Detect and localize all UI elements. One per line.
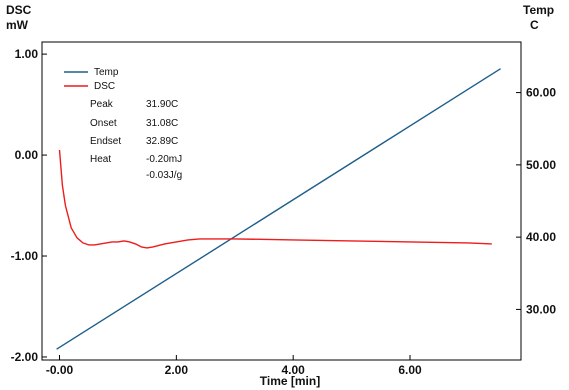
x-tick-label: 6.00 [398, 363, 422, 377]
y-right-tick-label: 30.00 [526, 302, 556, 316]
x-tick-label: 2.00 [165, 363, 189, 377]
annotation-endset-label: Endset [90, 136, 121, 147]
annotation-endset-value: 32.89C [146, 136, 178, 147]
legend-temp-label: Temp [94, 67, 119, 78]
x-tick-label: -0.00 [46, 363, 74, 377]
annotation-heat-per-gram-value: -0.03J/g [146, 170, 182, 181]
annotation-onset-label: Onset [90, 118, 117, 129]
legend: Temp DSC [64, 67, 119, 92]
series-layer [56, 68, 501, 350]
y-right-label-line1: Temp [523, 3, 554, 17]
y-right-tick-label: 60.00 [526, 86, 556, 100]
annotation-peak-value: 31.90C [146, 99, 178, 110]
annotation-peak-label: Peak [90, 99, 114, 110]
series-line-dsc [58, 149, 492, 249]
y-left-tick-label: 0.00 [15, 148, 39, 162]
y-left-tick-label: -2.00 [11, 350, 39, 364]
x-tick-label: 4.00 [282, 363, 306, 377]
plot-frame [41, 41, 522, 361]
peak-annotation: Peak 31.90C Onset 31.08C Endset 32.89C H… [90, 99, 182, 181]
y-left-tick-label: -1.00 [11, 249, 39, 263]
y-right-tick-label: 40.00 [526, 230, 556, 244]
x-axis-label: Time [min] [260, 374, 320, 388]
series-line-temp [56, 68, 501, 350]
y-left-label-line1: DSC [6, 3, 32, 17]
y-left-tick-label: 1.00 [15, 47, 39, 61]
annotation-onset-value: 31.08C [146, 118, 178, 129]
tick-layer: -0.00 2.00 4.00 6.00 1.00 0.00 -1.00 -2.00 60.00… [11, 47, 557, 377]
annotation-heat-value: -0.20mJ [146, 154, 182, 165]
y-left-label-line2: mW [6, 18, 29, 32]
y-right-tick-label: 50.00 [526, 158, 556, 172]
legend-dsc-label: DSC [94, 81, 115, 92]
annotation-heat-label: Heat [90, 154, 111, 165]
y-right-label-line2: C [530, 18, 539, 32]
